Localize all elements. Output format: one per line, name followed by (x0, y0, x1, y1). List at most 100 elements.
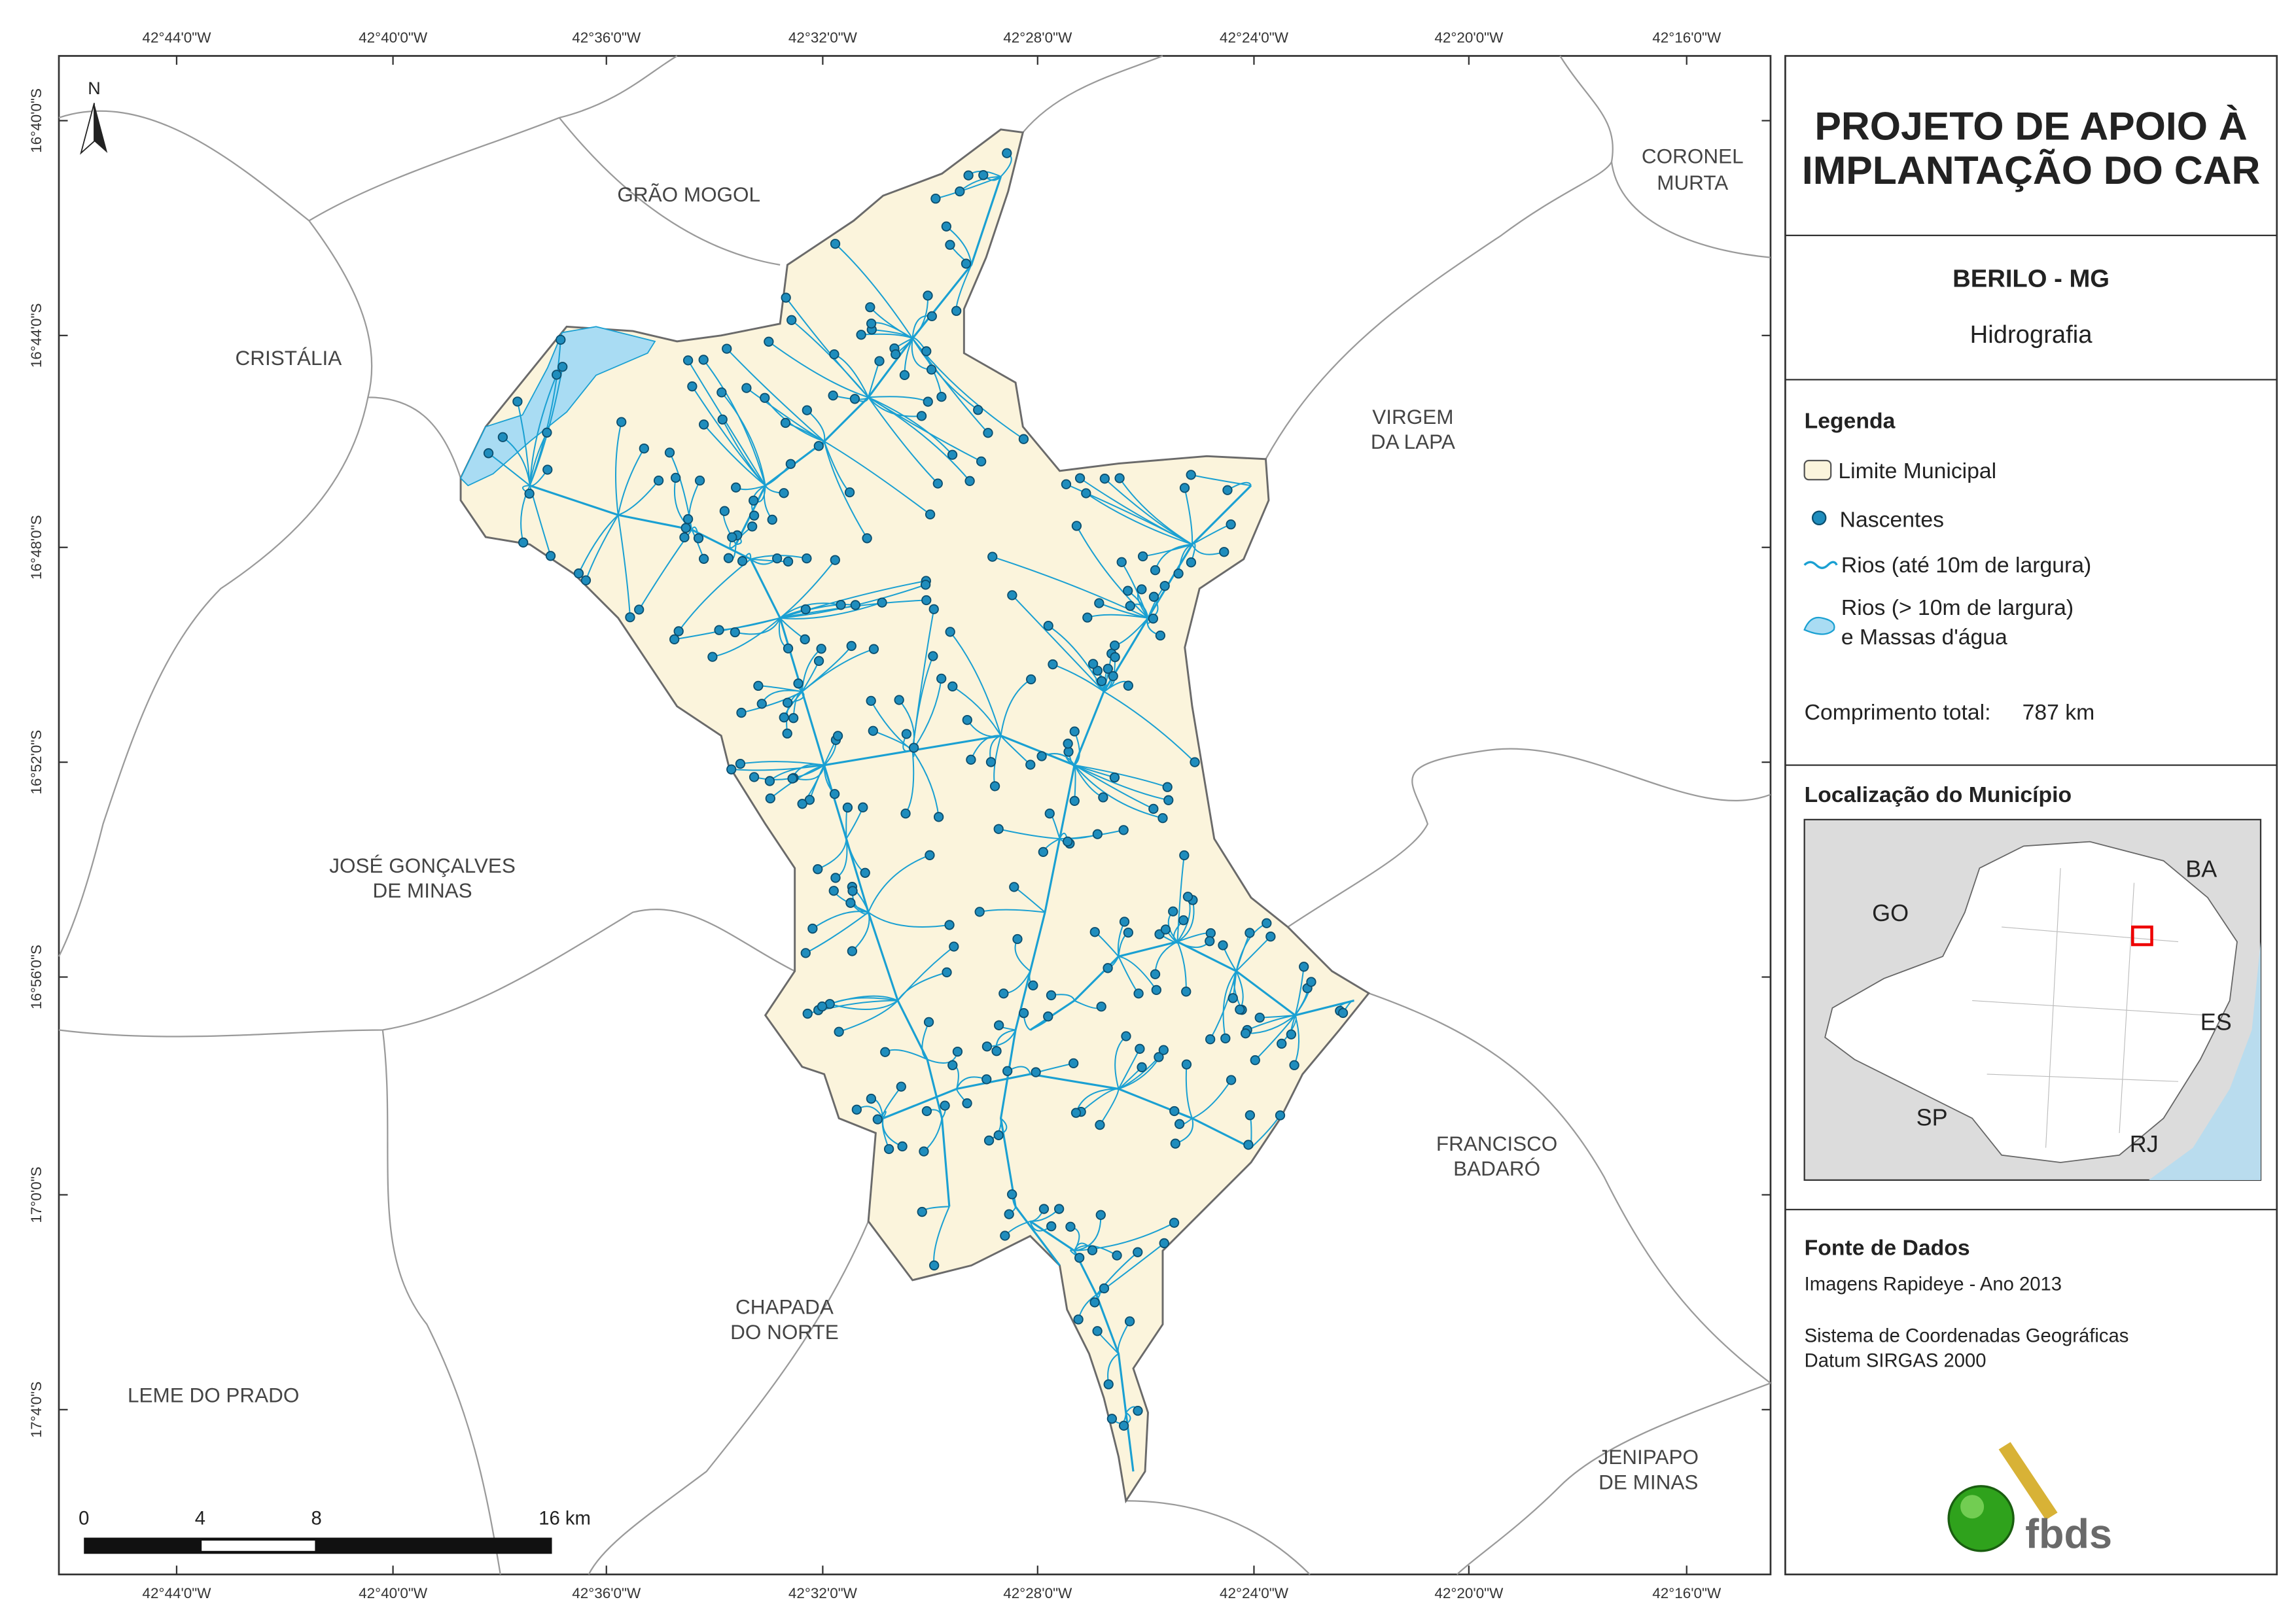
spring (973, 405, 983, 415)
spring (698, 355, 709, 365)
spring (1190, 757, 1200, 767)
total-length-label: Comprimento total: (1805, 700, 1991, 725)
spring (1182, 892, 1193, 902)
spring (829, 789, 840, 799)
spring (858, 802, 868, 812)
place-label: DE MINAS (372, 879, 472, 902)
location-inset: BA GO ES SP RJ (1803, 818, 2262, 1181)
river (834, 243, 913, 339)
spring (963, 170, 974, 181)
spring (1205, 936, 1215, 947)
spring (1243, 1140, 1254, 1150)
spring (1074, 473, 1086, 483)
spring (1174, 1119, 1185, 1129)
spring (741, 383, 752, 393)
spring (916, 411, 927, 421)
spring (964, 476, 975, 486)
spring (883, 1143, 894, 1155)
longitude-label: 42°44'0"W (142, 1585, 211, 1601)
spring (737, 556, 748, 567)
spring (747, 521, 758, 532)
river (921, 1021, 930, 1060)
spring (1026, 674, 1036, 685)
spring (1125, 601, 1135, 611)
spring (1112, 1250, 1122, 1261)
spring (772, 553, 783, 564)
spring (830, 873, 841, 883)
spring (1000, 1230, 1010, 1241)
spring (868, 644, 879, 654)
river (516, 401, 531, 486)
spring (1148, 613, 1159, 624)
spring (1004, 1209, 1014, 1219)
spring (707, 652, 718, 662)
spring (951, 305, 962, 316)
spring (896, 1081, 906, 1092)
latitude-label: 16°44'0"S (28, 303, 44, 368)
spring (945, 239, 955, 250)
river (529, 374, 557, 486)
spring (941, 221, 951, 232)
spring (981, 1074, 992, 1085)
river (1222, 970, 1237, 1039)
panel-title: IMPLANTAÇÃO DO CAR (1802, 148, 2260, 192)
spring (1063, 746, 1074, 757)
spring (749, 495, 759, 506)
spring (921, 595, 932, 606)
river (1176, 899, 1195, 943)
spring (961, 258, 972, 269)
spring (1226, 1075, 1237, 1085)
spring (891, 349, 901, 360)
river (712, 617, 781, 658)
spring (767, 514, 777, 525)
river (1074, 1222, 1175, 1251)
spring (846, 640, 857, 652)
spring (1173, 568, 1184, 579)
spring (1137, 551, 1148, 562)
spring (1220, 1033, 1231, 1043)
spring (874, 356, 885, 366)
spring (753, 680, 764, 691)
spring (829, 349, 839, 360)
spring (940, 1100, 950, 1111)
logo-bar (1998, 1442, 2058, 1520)
river (726, 348, 825, 442)
river (779, 604, 856, 619)
spring (923, 290, 933, 301)
spring (557, 362, 568, 372)
river (868, 396, 953, 455)
spring (925, 850, 935, 860)
spring (1123, 927, 1134, 938)
longitude-label: 42°44'0"W (142, 29, 211, 46)
spring (894, 695, 904, 705)
spring (919, 1146, 929, 1157)
spring (699, 419, 709, 430)
spring (862, 533, 872, 544)
spring (1109, 772, 1120, 783)
spring (1061, 479, 1072, 489)
spring (1081, 488, 1091, 498)
spring (923, 1017, 934, 1028)
river (735, 618, 781, 635)
river (911, 678, 942, 751)
spring (693, 533, 704, 544)
spring (542, 464, 553, 475)
spring (1116, 557, 1127, 567)
spring (1218, 940, 1228, 951)
municipality-boundary (459, 128, 1371, 1504)
spring (699, 553, 709, 564)
river (883, 1073, 1252, 1149)
river (1246, 1015, 1296, 1031)
river (617, 515, 631, 618)
spring (921, 346, 932, 357)
spring (949, 941, 959, 952)
spring (1154, 1052, 1164, 1062)
river (785, 297, 869, 398)
spring (680, 523, 691, 533)
spring (1133, 988, 1144, 999)
river (823, 441, 868, 539)
river (614, 421, 622, 515)
river (802, 648, 874, 692)
river (1074, 1215, 1102, 1251)
river (1012, 595, 1104, 692)
